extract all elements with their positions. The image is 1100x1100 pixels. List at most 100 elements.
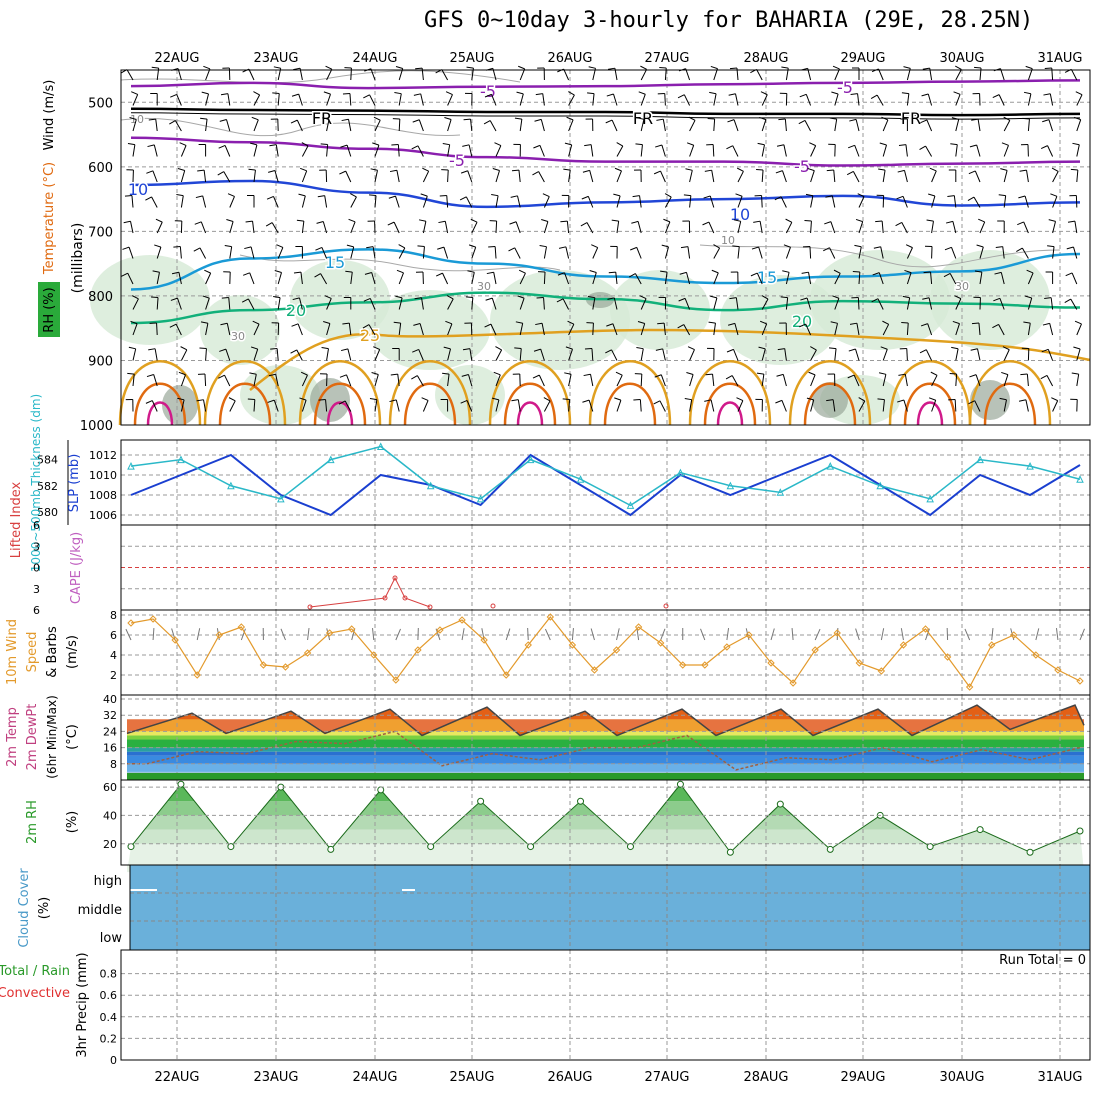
wind-barb [417, 245, 425, 248]
wind-barb [1027, 119, 1030, 132]
wind-barb [659, 400, 666, 412]
wind-barb [999, 397, 1007, 401]
wind-barb [589, 269, 597, 274]
wind-barb [653, 400, 661, 405]
wind-barb [728, 93, 736, 96]
wind-barb [640, 298, 647, 310]
wind-barb [637, 320, 645, 325]
wind-barb [250, 346, 258, 350]
wind-barb [587, 295, 595, 299]
wind-barb [640, 323, 646, 336]
wind-barb [878, 68, 884, 81]
wind-barb [565, 246, 570, 259]
wind-barb [435, 272, 443, 277]
wind-barb [470, 218, 478, 223]
wind-barb [568, 91, 575, 96]
wind-barb [592, 272, 597, 285]
li-tick: 3 [33, 540, 40, 553]
pressure-tick: 800 [88, 290, 113, 305]
wind-barb [905, 144, 908, 157]
wind-speed-marker [414, 646, 422, 654]
wind-barb [154, 244, 162, 248]
wind-barb [170, 297, 178, 301]
wind-barb [366, 246, 374, 249]
wind-barb [810, 220, 812, 234]
temperature-contour [516, 401, 544, 426]
wind-barb [931, 400, 937, 412]
wind-barb [784, 119, 787, 132]
wind-barb [897, 399, 905, 403]
wind-barb [834, 273, 841, 285]
wind-barb [901, 92, 909, 95]
wind-barb [121, 272, 128, 277]
wind-barb [396, 269, 404, 274]
wind-barb [906, 348, 908, 361]
wind-barb [712, 144, 715, 157]
wind-barb [220, 93, 229, 96]
wind-barb [291, 93, 299, 97]
wind-barb [1076, 170, 1079, 183]
rh-marker [726, 848, 734, 856]
day-label-bottom: 23AUG [253, 1070, 298, 1085]
contour-label: -5 [794, 157, 810, 176]
wind-barb [374, 349, 381, 361]
wind-barb [979, 272, 983, 285]
wind-barb [640, 373, 643, 387]
wind-barb [664, 193, 672, 198]
wind-barb [737, 400, 744, 412]
rh-tick: 60 [103, 781, 117, 794]
wind-barb [220, 322, 228, 326]
temp-tick: 16 [103, 742, 117, 755]
wind-barb [1052, 400, 1059, 412]
wind-barb [417, 145, 424, 157]
wind-barb [855, 119, 860, 132]
wind-barb [709, 195, 715, 208]
wind-barb [543, 271, 546, 285]
wind-barb [607, 67, 616, 70]
wind-barb [443, 246, 449, 259]
wind-barb [737, 196, 743, 208]
wind-speed-marker [833, 629, 841, 637]
wind-barb [732, 145, 739, 157]
wind-barb [491, 297, 497, 310]
day-label-top: 31AUG [1037, 51, 1082, 66]
wind-barb [895, 221, 903, 227]
rh-tick: 20 [103, 838, 117, 851]
wind-barb [726, 145, 733, 150]
wind-speed-marker [701, 661, 709, 669]
wind-barb [971, 118, 979, 121]
wind-barb [612, 323, 618, 336]
wind-barb [324, 195, 328, 208]
wind-speed-marker [767, 659, 775, 667]
wind-barb [902, 196, 908, 208]
wind-barb [1051, 397, 1058, 402]
wind-tick: 8 [110, 609, 117, 622]
wind-barb [299, 397, 307, 401]
wind-speed-marker [259, 661, 268, 669]
wind-barb [931, 375, 938, 387]
thickness-marker [626, 501, 635, 509]
wind-barb [242, 272, 250, 276]
wind-barb [558, 246, 567, 249]
wind-barb [1023, 221, 1029, 234]
wind-barb [340, 348, 349, 352]
wind-barb [131, 91, 138, 95]
wind-barb [978, 218, 985, 223]
wind-barb [535, 322, 543, 326]
wind-barb [148, 348, 156, 351]
wind-barb [508, 247, 515, 252]
pressure-tick: 700 [88, 225, 113, 240]
thickness-marker [426, 481, 435, 490]
wind-barb [421, 397, 429, 401]
day-label-top: 30AUG [939, 51, 984, 66]
wind-barb [275, 144, 279, 157]
wind-barb [1070, 298, 1078, 310]
thickness-marker [676, 468, 685, 477]
wind-barb [588, 399, 594, 412]
wind-barb [437, 246, 445, 250]
wind-barb [374, 399, 378, 412]
wind-barb [326, 144, 329, 157]
wind-barb [511, 169, 519, 172]
wind-barb [810, 346, 817, 351]
wind-barb [1027, 272, 1034, 285]
